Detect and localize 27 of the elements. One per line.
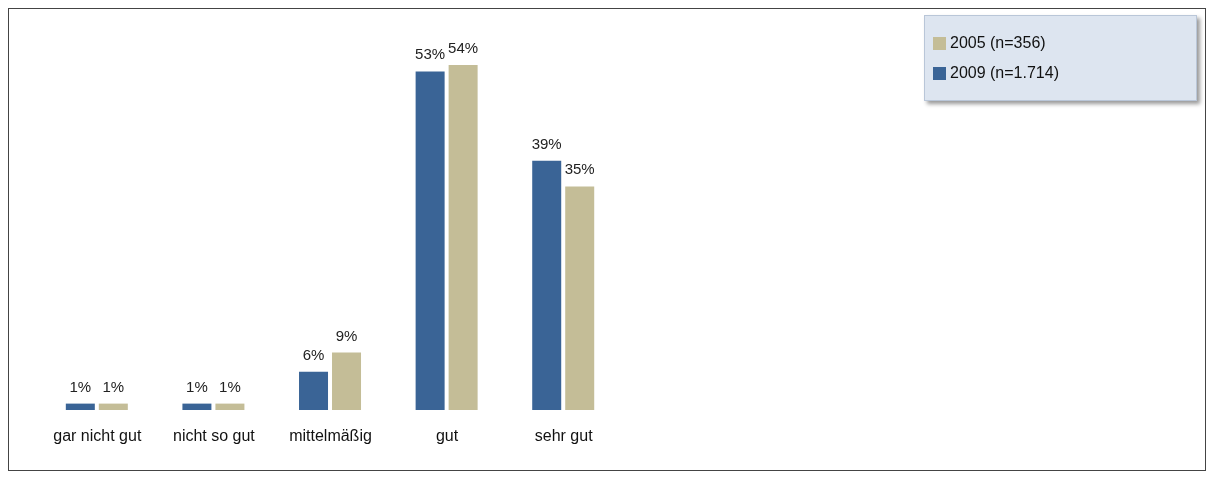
bar <box>215 403 245 410</box>
bar <box>299 371 329 410</box>
x-tick-label: mittelmäßig <box>289 427 372 445</box>
x-tick-label: sehr gut <box>534 427 594 445</box>
data-label: 6% <box>302 345 325 363</box>
bar <box>415 71 445 410</box>
data-label: 1% <box>69 377 92 395</box>
data-label: 1% <box>219 377 241 395</box>
bar <box>332 352 362 410</box>
data-label: 53% <box>415 45 446 63</box>
bar <box>532 160 562 410</box>
bar <box>448 65 478 410</box>
legend-label: 2005 (n=356) <box>950 34 1046 51</box>
data-label: 35% <box>564 160 595 178</box>
data-label: 1% <box>102 377 125 395</box>
bar <box>98 403 128 410</box>
data-label: 54% <box>448 39 479 56</box>
x-tick-label: nicht so gut <box>172 427 256 445</box>
data-label: 1% <box>186 377 208 395</box>
bar <box>565 186 595 410</box>
bar <box>182 403 212 410</box>
x-tick-label: gar nicht gut <box>53 427 142 445</box>
bar <box>65 403 95 410</box>
data-label: 39% <box>531 134 562 152</box>
x-tick-label: gut <box>435 427 459 445</box>
legend-label: 2009 (n=1.714) <box>950 64 1059 81</box>
data-label: 9% <box>335 326 358 344</box>
